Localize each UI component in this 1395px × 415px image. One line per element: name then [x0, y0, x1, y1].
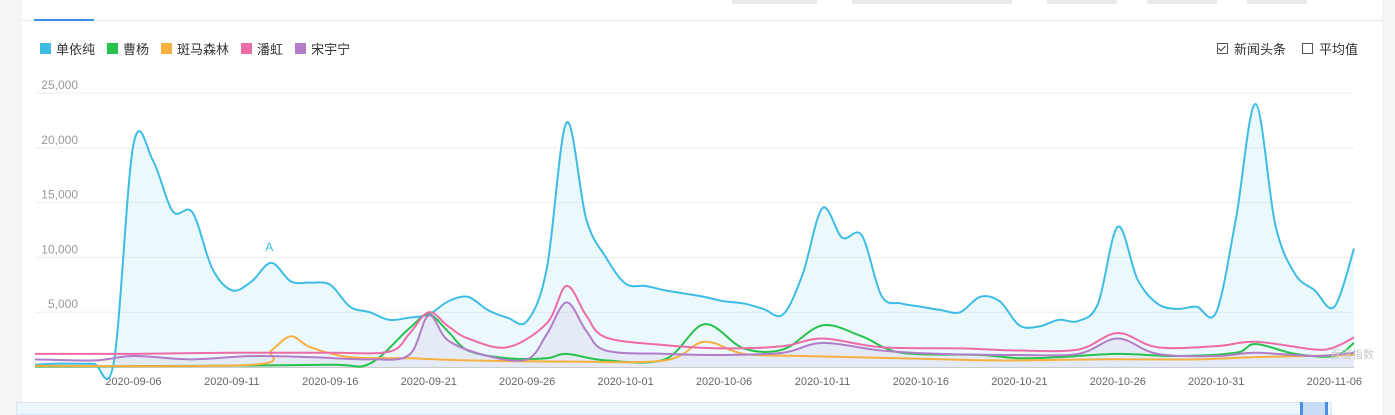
x-tick-label: 2020-09-16	[302, 376, 358, 388]
legend-swatch	[40, 42, 51, 54]
x-tick-label: 2020-10-31	[1188, 376, 1244, 388]
legend-label: 曹杨	[123, 41, 150, 57]
y-tick-label: 25,000	[41, 78, 78, 92]
chart-legend: 单依纯 曹杨 斑马森林 潘虹 宋宇宁	[40, 39, 362, 57]
watermark: 百度指数	[1330, 349, 1374, 361]
x-tick-label: 2020-09-21	[401, 376, 457, 388]
x-tick-label: 2020-10-21	[991, 376, 1047, 388]
series-line	[34, 102, 1355, 381]
legend-item[interactable]: 宋宇宁	[295, 39, 350, 58]
average-label: 平均值	[1318, 42, 1358, 57]
series-line	[34, 301, 1355, 362]
news-annotation: A	[265, 240, 273, 254]
legend-label: 斑马森林	[177, 41, 230, 57]
range-slider-handle[interactable]	[1300, 402, 1328, 415]
x-tick-label: 2020-09-06	[105, 376, 161, 388]
x-tick-label: 2020-11-06	[1307, 376, 1362, 388]
legend-item[interactable]: 单依纯	[40, 39, 95, 58]
x-tick-label: 2020-10-11	[795, 376, 850, 388]
legend-swatch	[241, 42, 253, 54]
legend-swatch	[295, 42, 307, 54]
legend-swatch	[107, 42, 119, 54]
tab-active[interactable]	[34, 0, 94, 21]
top-toolbar	[22, 0, 1382, 21]
y-tick-label: 10,000	[41, 242, 78, 256]
chart-options: 新闻头条 平均值	[1201, 39, 1358, 58]
legend-swatch	[161, 42, 173, 54]
legend-label: 潘虹	[257, 41, 284, 57]
legend-item[interactable]: 潘虹	[241, 39, 283, 58]
legend-item[interactable]: 曹杨	[107, 39, 149, 58]
news-toggle[interactable]: 新闻头条	[1216, 39, 1286, 58]
toolbar-control[interactable]	[732, 0, 817, 4]
y-tick-label: 15,000	[41, 188, 78, 202]
x-tick-label: 2020-09-26	[499, 376, 555, 388]
toolbar-control[interactable]	[852, 0, 1012, 4]
legend-item[interactable]: 斑马森林	[161, 39, 229, 58]
y-tick-label: 5,000	[48, 297, 78, 311]
toolbar-control[interactable]	[1147, 0, 1217, 4]
trend-chart: 25,000 20,000 15,000 10,000 5,000 2020-09-06 2…	[34, 78, 1362, 388]
average-checkbox[interactable]	[1301, 43, 1313, 54]
average-toggle[interactable]: 平均值	[1301, 39, 1358, 58]
legend-label: 单依纯	[56, 41, 96, 57]
toolbar-control[interactable]	[1047, 0, 1117, 4]
series-line	[34, 335, 1355, 368]
y-tick-label: 20,000	[41, 133, 78, 147]
toolbar-control[interactable]	[1247, 0, 1307, 4]
news-checkbox[interactable]	[1216, 43, 1228, 54]
trend-card: 单依纯 曹杨 斑马森林 潘虹 宋宇宁 新闻头条 平均值 25,000 20,000…	[22, 0, 1382, 415]
range-slider[interactable]	[16, 402, 1332, 415]
x-tick-label: 2020-10-16	[893, 376, 949, 388]
x-tick-label: 2020-09-11	[204, 376, 259, 388]
series-area	[35, 103, 1354, 380]
series-area	[35, 302, 1354, 367]
legend-label: 宋宇宁	[311, 41, 351, 57]
x-tick-label: 2020-10-26	[1090, 376, 1146, 388]
news-label: 新闻头条	[1233, 42, 1286, 57]
x-tick-label: 2020-10-06	[696, 376, 752, 388]
x-tick-label: 2020-10-01	[597, 376, 653, 388]
series-line	[34, 284, 1355, 355]
